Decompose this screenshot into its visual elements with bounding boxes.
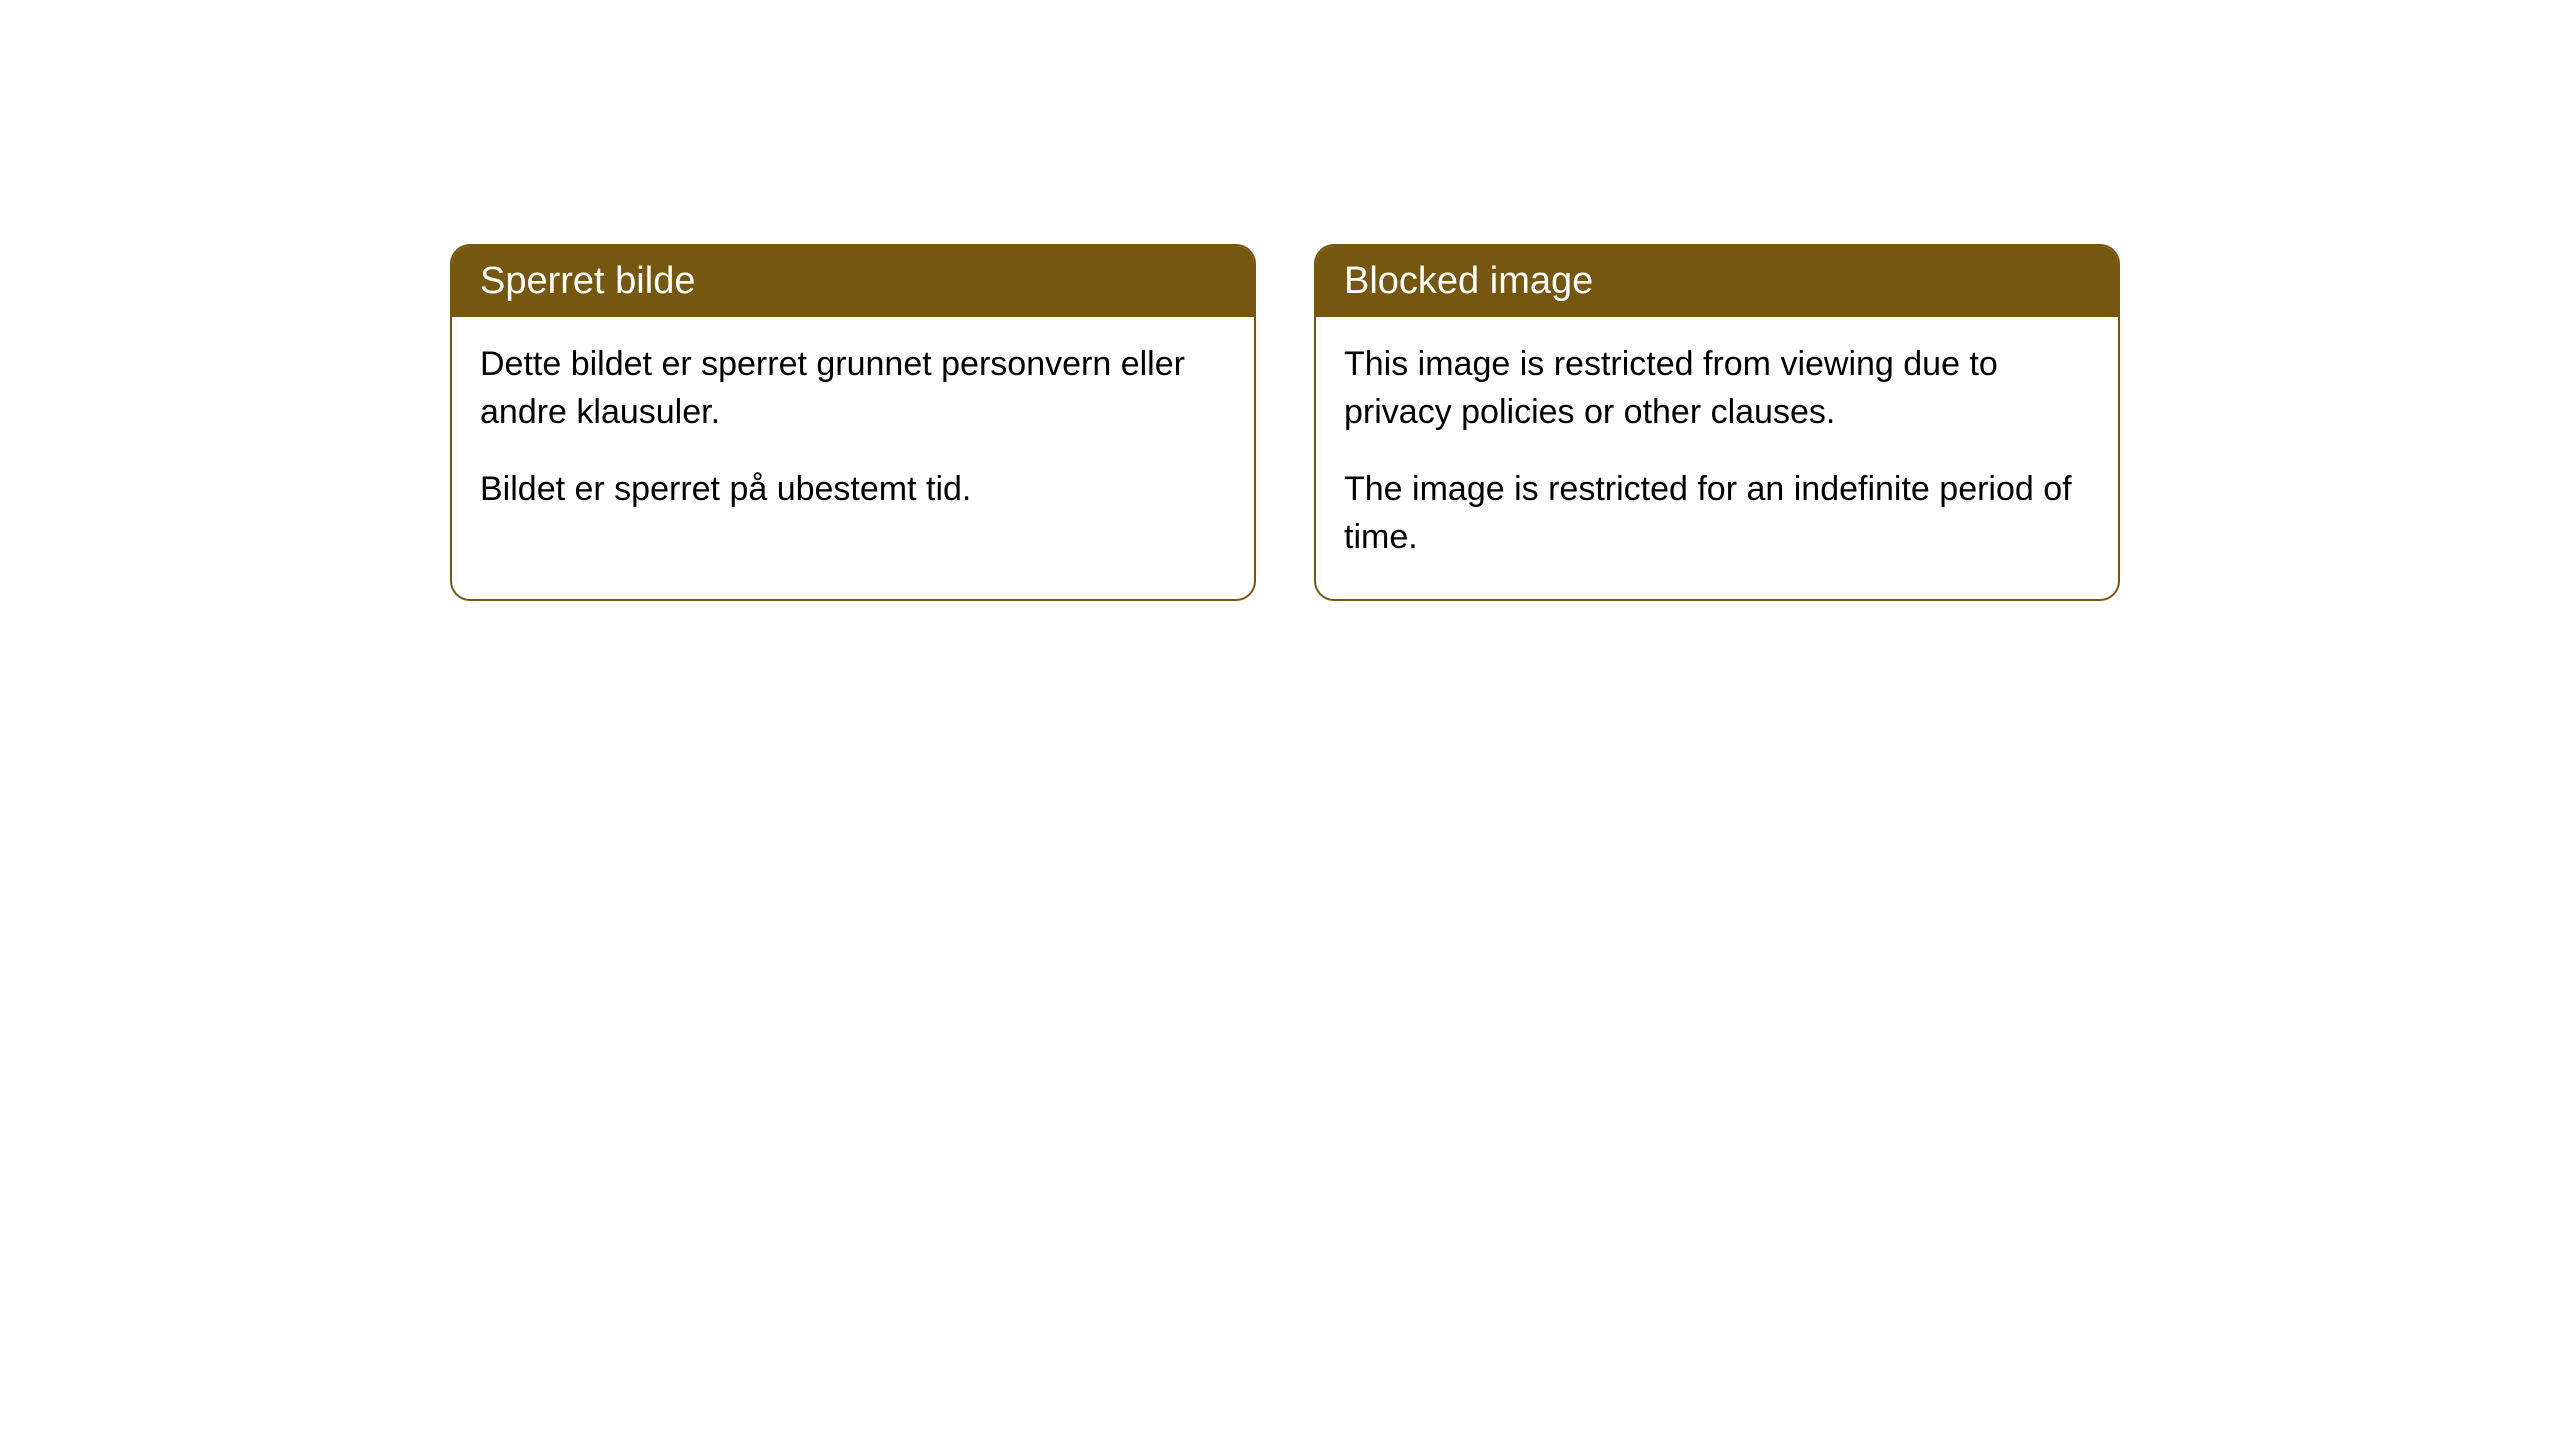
card-title: Blocked image: [1344, 260, 1593, 302]
card-header: Sperret bilde: [452, 246, 1254, 317]
notice-card-norwegian: Sperret bilde Dette bildet er sperret gr…: [450, 244, 1256, 601]
card-paragraph: The image is restricted for an indefinit…: [1344, 466, 2090, 561]
notice-card-english: Blocked image This image is restricted f…: [1314, 244, 2120, 601]
notice-container: Sperret bilde Dette bildet er sperret gr…: [0, 0, 2560, 601]
card-header: Blocked image: [1316, 246, 2118, 317]
card-paragraph: This image is restricted from viewing du…: [1344, 341, 2090, 436]
card-paragraph: Dette bildet er sperret grunnet personve…: [480, 341, 1226, 436]
card-title: Sperret bilde: [480, 260, 695, 302]
card-body: Dette bildet er sperret grunnet personve…: [452, 317, 1254, 552]
card-body: This image is restricted from viewing du…: [1316, 317, 2118, 599]
card-paragraph: Bildet er sperret på ubestemt tid.: [480, 466, 1226, 514]
